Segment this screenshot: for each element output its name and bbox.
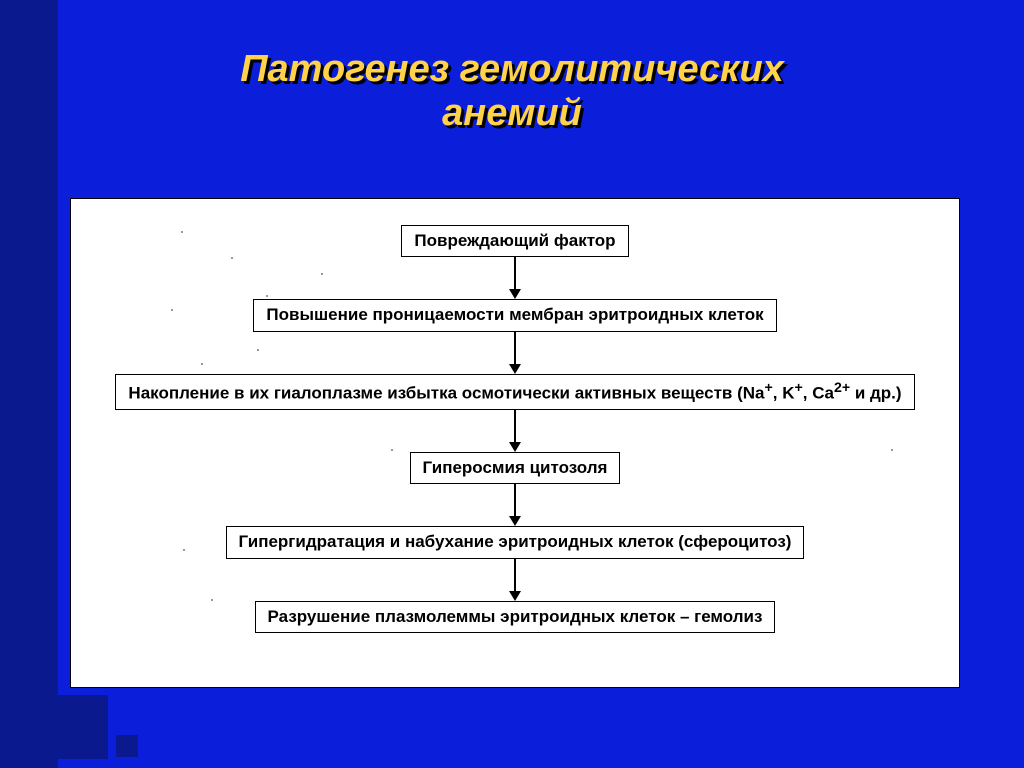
arrow-head-icon — [509, 442, 521, 452]
arrow-line — [514, 332, 516, 365]
flow-box: Разрушение плазмолеммы эритроидных клето… — [255, 601, 776, 633]
decor-square — [14, 560, 36, 582]
flow-arrow — [509, 332, 521, 374]
slide-title-wrap: Патогенез гемолитических анемий — [0, 48, 1024, 135]
arrow-head-icon — [509, 591, 521, 601]
slide: Патогенез гемолитических анемий Поврежда… — [0, 0, 1024, 768]
arrow-line — [514, 257, 516, 290]
arrow-head-icon — [509, 364, 521, 374]
arrow-line — [514, 484, 516, 517]
decor-square — [44, 695, 108, 759]
flow-arrow — [509, 484, 521, 526]
flow-arrow — [509, 410, 521, 452]
flow-box: Гиперосмия цитозоля — [410, 452, 621, 484]
flow-box: Повышение проницаемости мембран эритроид… — [253, 299, 776, 331]
arrow-line — [514, 559, 516, 592]
arrow-head-icon — [509, 289, 521, 299]
flow-arrow — [509, 559, 521, 601]
flow-arrow — [509, 257, 521, 299]
arrow-line — [514, 410, 516, 443]
flowchart-panel: Повреждающий фактор Повышение проницаемос… — [70, 198, 960, 688]
flow-box: Накопление в их гиалоплазме избытка осмо… — [115, 374, 914, 410]
flow-box: Гипергидратация и набухание эритроидных … — [226, 526, 805, 558]
slide-title: Патогенез гемолитических анемий — [240, 48, 784, 135]
title-line-1: Патогенез гемолитических — [240, 48, 784, 90]
flow-box: Повреждающий фактор — [401, 225, 628, 257]
title-line-2: анемий — [442, 92, 582, 134]
arrow-head-icon — [509, 516, 521, 526]
flowchart: Повреждающий фактор Повышение проницаемос… — [71, 225, 959, 633]
decor-square — [116, 735, 138, 757]
